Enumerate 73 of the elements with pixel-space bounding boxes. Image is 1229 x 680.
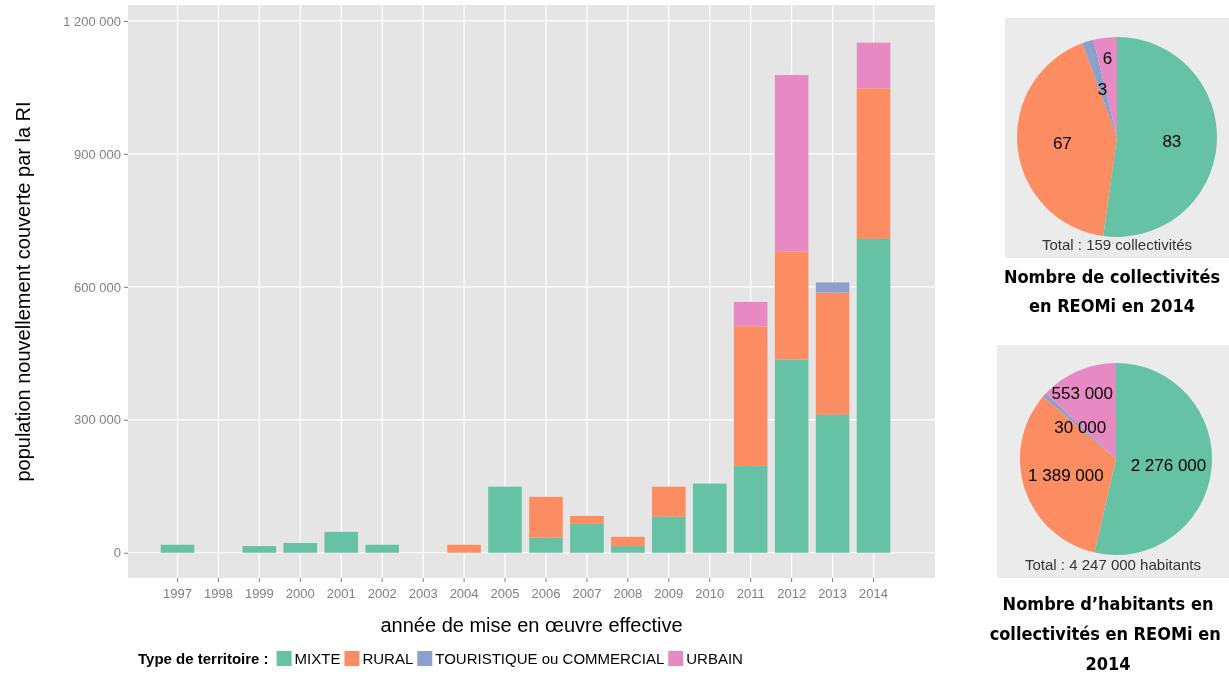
- bar: [815, 292, 850, 415]
- bar: [856, 238, 891, 553]
- x-tick-label: 2008: [613, 586, 643, 601]
- bar: [324, 531, 359, 553]
- x-tick-label: 2001: [326, 586, 356, 601]
- y-axis-title: population nouvellement couverte par la RI: [12, 101, 34, 482]
- bar: [611, 546, 645, 553]
- x-tick-label: 2010: [695, 586, 725, 601]
- text: Nombre de collectivités en REOMi en 2014: [1003, 266, 1221, 316]
- legend-label: URBAIN: [686, 650, 743, 667]
- data-label: 30 000: [1054, 417, 1107, 437]
- x-tick-label: 2009: [654, 586, 684, 601]
- x-tick-label: 2004: [449, 586, 479, 601]
- bar: [692, 483, 727, 553]
- x-tick-label: 2000: [285, 586, 315, 601]
- x-tick-label: 2011: [736, 586, 765, 601]
- bar: [488, 486, 522, 553]
- data-label: 6: [1102, 48, 1113, 68]
- bar: [733, 465, 768, 553]
- legend-title: Type de territoire :: [138, 650, 269, 667]
- x-tick-label: 2006: [531, 586, 561, 601]
- text: Total : 4 247 000 habitants: [1025, 556, 1201, 573]
- bar: [652, 516, 686, 553]
- bar: [774, 75, 809, 252]
- bar: [774, 251, 809, 360]
- bar: [733, 301, 768, 327]
- legend-label: RURAL: [362, 650, 414, 667]
- x-tick-label: 1997: [163, 586, 192, 601]
- pie-slice: [1093, 37, 1117, 137]
- y-tick-label: 0: [113, 545, 121, 561]
- bar: [365, 544, 399, 553]
- bar: [856, 88, 891, 239]
- y-tick-label: 300 000: [74, 412, 121, 428]
- bar: [611, 536, 645, 547]
- bar: [242, 546, 277, 553]
- text: Nombre d’habitants en collectivités en REOMi en 2014: [989, 593, 1227, 674]
- bar: [529, 537, 563, 553]
- data-label: 3: [1097, 80, 1108, 100]
- x-axis-title: année de mise en œuvre effective: [380, 614, 683, 636]
- x-tick-label: 2012: [777, 586, 807, 601]
- bar: [815, 414, 850, 553]
- legend-label: TOURISTIQUE ou COMMERCIAL: [435, 650, 665, 667]
- bar: [774, 359, 809, 553]
- legend-label: MIXTE: [294, 650, 341, 667]
- data-label: 67: [1052, 133, 1072, 153]
- x-tick-label: 2014: [859, 586, 888, 601]
- x-tick-label: 2002: [367, 586, 397, 601]
- x-tick-label: 2003: [408, 586, 438, 601]
- bar: [447, 544, 481, 553]
- data-label: 553 000: [1051, 383, 1113, 403]
- bar: [815, 282, 850, 293]
- x-tick-label: 2013: [818, 586, 848, 601]
- pie-slice: [1082, 39, 1117, 137]
- bar: [283, 542, 318, 553]
- bar: [733, 326, 768, 466]
- x-tick-label: 1998: [203, 586, 233, 601]
- y-tick-label: 600 000: [74, 279, 121, 295]
- bar: [570, 515, 604, 524]
- pie-slice: [1017, 43, 1117, 237]
- x-tick-label: 2007: [572, 586, 602, 601]
- bar: [570, 523, 604, 553]
- data-label: 1 389 000: [1028, 466, 1104, 486]
- y-tick-label: 1 200 000: [63, 13, 121, 29]
- bar: [529, 496, 563, 538]
- y-tick-label: 900 000: [74, 146, 121, 162]
- x-tick-label: 2005: [490, 586, 520, 601]
- bar: [856, 42, 891, 89]
- text: Total : 159 collectivités: [1041, 236, 1193, 253]
- bar: [652, 486, 686, 517]
- x-tick-label: 1999: [244, 586, 274, 601]
- data-label: 2 276 000: [1130, 455, 1207, 475]
- bar: [160, 544, 195, 553]
- data-label: 83: [1162, 131, 1182, 151]
